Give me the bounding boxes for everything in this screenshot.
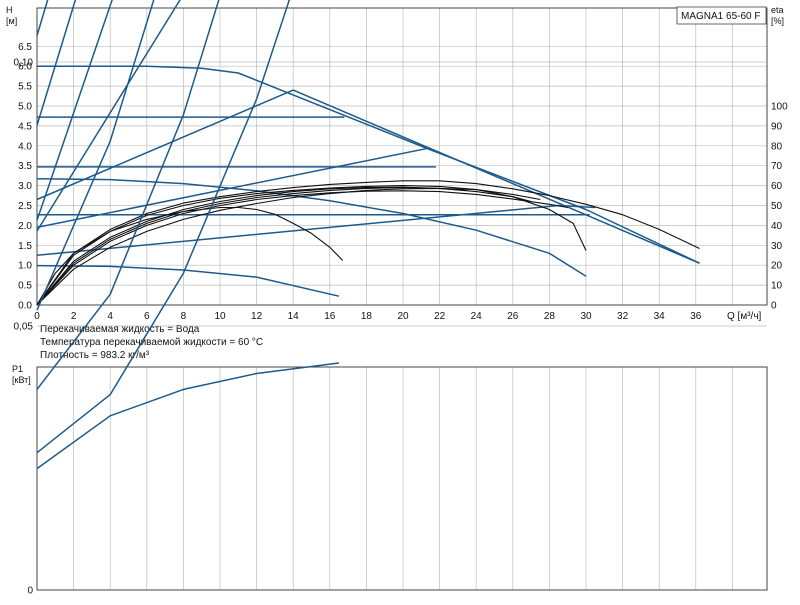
product-label: MAGNA1 65-60 F: [681, 11, 760, 22]
y-tick-label: 2.5: [18, 201, 32, 212]
head-curve-blue: [37, 65, 700, 264]
x-tick-label: 36: [690, 311, 702, 322]
y-tick-label: 5.0: [18, 102, 32, 113]
y-tick-label: 1.0: [18, 261, 32, 272]
y2-tick-label: 10: [771, 281, 783, 292]
head-curve-blue: [36, 178, 587, 277]
y-tick-label: 0.0: [18, 301, 32, 312]
y-tick-label: 3.0: [18, 181, 32, 192]
efficiency-curve-black: [36, 187, 468, 306]
y2-tick-label: 0: [771, 301, 777, 312]
x-tick-label: 0: [34, 311, 40, 322]
power-curve-blue: [36, 0, 155, 311]
y-tick-label: 0: [27, 586, 33, 597]
y2-tick-label: 20: [771, 261, 783, 272]
x-tick-label: 20: [397, 311, 409, 322]
fluid-info-block: Перекачиваемая жидкость = Вода Температур…: [40, 324, 263, 361]
x-tick-label: 2: [71, 311, 77, 322]
x-axis-label: Q [м³/ч]: [727, 311, 762, 322]
plot-frame: [36, 366, 768, 591]
y2-tick-label: 80: [771, 141, 783, 152]
x-tick-label: 16: [324, 311, 336, 322]
y-tick-label: 6.0: [18, 62, 32, 73]
x-tick-label: 34: [654, 311, 666, 322]
y-tick-label: 1.5: [18, 241, 32, 252]
fluid-info-line: Плотность = 983.2 кг/м³: [40, 350, 150, 361]
y2-axis-unit: [%]: [771, 16, 784, 26]
x-tick-label: 14: [288, 311, 300, 322]
y2-axis-title: eta: [771, 5, 784, 15]
power-curve-chart: P1[кВт]00,050,100,150,200,250,300,35: [12, 0, 768, 597]
y-tick-label: 2.0: [18, 221, 32, 232]
plot-frame: [36, 7, 768, 306]
y-tick-label: 0,10: [14, 58, 34, 69]
y-tick-label: 0,05: [14, 322, 34, 333]
y2-tick-label: 70: [771, 161, 783, 172]
x-tick-label: 26: [507, 311, 519, 322]
x-tick-label: 4: [107, 311, 113, 322]
x-tick-label: 22: [434, 311, 446, 322]
y2-tick-label: 90: [771, 121, 783, 132]
y2-tick-label: 40: [771, 221, 783, 232]
x-tick-label: 18: [361, 311, 373, 322]
y-tick-label: 5.5: [18, 82, 32, 93]
y-tick-label: 4.0: [18, 141, 32, 152]
x-tick-label: 30: [580, 311, 592, 322]
fluid-info-line: Перекачиваемая жидкость = Вода: [40, 324, 200, 335]
product-label-box: [676, 6, 767, 25]
efficiency-curve-black: [36, 190, 568, 306]
y2-tick-label: 30: [771, 241, 783, 252]
x-tick-label: 8: [181, 311, 187, 322]
efficiency-curve-black: [36, 187, 541, 306]
x-tick-label: 10: [214, 311, 226, 322]
head-curve-blue: [36, 147, 431, 229]
y-axis-title: H: [6, 5, 13, 15]
x-tick-label: 24: [471, 311, 483, 322]
y-axis-unit: [м]: [6, 16, 17, 26]
y-axis-unit: [кВт]: [12, 375, 31, 385]
power-curve-blue: [36, 362, 339, 470]
efficiency-curve-black: [36, 180, 700, 306]
y-tick-label: 4.5: [18, 121, 32, 132]
x-tick-label: 32: [617, 311, 629, 322]
head-curve-blue: [36, 204, 596, 257]
x-tick-label: 6: [144, 311, 150, 322]
y-axis-title: P1: [12, 364, 23, 374]
y-tick-label: 3.5: [18, 161, 32, 172]
power-curve-blue: [36, 0, 291, 454]
fluid-info-line: Температура перекачиваемой жидкости = 60…: [40, 337, 263, 348]
power-curve-blue: [36, 0, 49, 36]
y-tick-label: 0.5: [18, 281, 32, 292]
x-tick-label: 12: [251, 311, 263, 322]
power-curve-blue: [36, 0, 220, 390]
y2-tick-label: 100: [771, 102, 788, 113]
y-tick-label: 6.5: [18, 42, 32, 53]
efficiency-curve-black: [36, 186, 532, 306]
head-curve-blue: [36, 264, 340, 297]
x-tick-label: 28: [544, 311, 556, 322]
y2-tick-label: 60: [771, 181, 783, 192]
power-curve-blue: [36, 0, 181, 232]
head-curve-chart: MAGNA1 65-60 F H[м] 0.0 0.5 1.0 1.5 2.0 2.5 3.0 3…: [6, 5, 788, 322]
head-curve-blue: [36, 89, 700, 264]
y2-tick-label: 50: [771, 201, 783, 212]
